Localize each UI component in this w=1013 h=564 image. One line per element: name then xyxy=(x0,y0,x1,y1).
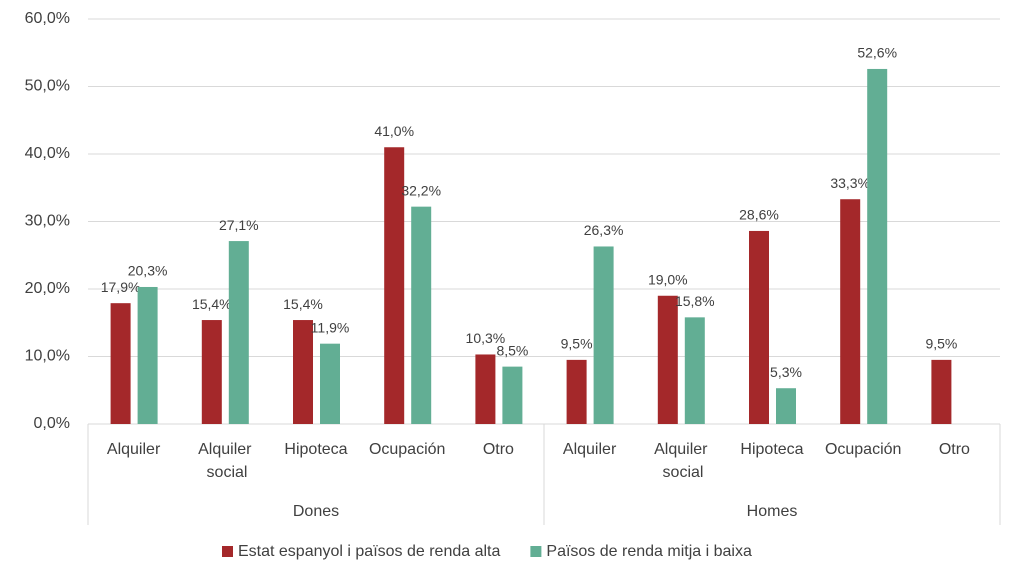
value-label: 8,5% xyxy=(496,342,528,358)
bar xyxy=(749,230,769,424)
bar xyxy=(502,366,523,424)
x-tick-label: Ocupación xyxy=(825,441,902,458)
legend-swatch xyxy=(530,546,542,557)
value-label: 9,5% xyxy=(925,336,957,352)
x-tick-label: Hipoteca xyxy=(740,441,803,458)
bar xyxy=(293,320,313,424)
x-tick-label: Alquiler social xyxy=(654,441,708,481)
x-tick-label: Otro xyxy=(939,441,970,458)
value-label: 11,9% xyxy=(311,319,350,335)
bar xyxy=(840,199,861,424)
bar xyxy=(384,147,405,424)
value-label: 27,1% xyxy=(219,217,259,233)
x-tick-label: Alquiler xyxy=(563,441,617,458)
bar xyxy=(593,246,614,424)
bar xyxy=(137,286,158,424)
x-tick-label: Otro xyxy=(483,441,514,458)
bar xyxy=(228,241,249,424)
value-label: 52,6% xyxy=(857,45,897,61)
y-tick-label: 10,0% xyxy=(25,348,70,365)
legend-label: Estat espanyol i països de renda alta xyxy=(238,543,500,560)
value-label: 19,0% xyxy=(648,271,688,287)
bar xyxy=(201,320,222,424)
bar xyxy=(776,388,796,424)
value-label: 15,4% xyxy=(283,296,323,312)
y-tick-label: 40,0% xyxy=(25,145,70,162)
y-tick-label: 50,0% xyxy=(25,78,70,95)
group-label: Dones xyxy=(293,503,339,520)
bar xyxy=(475,354,496,424)
value-label: 17,9% xyxy=(101,279,141,295)
group-label: Homes xyxy=(747,503,798,520)
bar xyxy=(320,343,340,424)
bar xyxy=(110,303,131,424)
value-label: 15,4% xyxy=(192,296,232,312)
x-tick-label: Ocupación xyxy=(369,441,446,458)
value-label: 33,3% xyxy=(830,175,870,191)
x-tick-label: Alquiler xyxy=(107,441,161,458)
bar xyxy=(411,206,432,424)
bar xyxy=(566,359,587,424)
value-label: 10,3% xyxy=(466,330,506,346)
value-label: 26,3% xyxy=(584,222,624,238)
value-label: 9,5% xyxy=(561,336,593,352)
y-tick-label: 0,0% xyxy=(34,415,70,432)
value-label: 5,3% xyxy=(770,364,802,380)
x-tick-label: Hipoteca xyxy=(284,441,347,458)
bar xyxy=(931,359,952,424)
value-label: 20,3% xyxy=(128,263,168,279)
legend-swatch xyxy=(222,546,233,557)
x-tick-label: Alquiler social xyxy=(198,441,252,481)
value-label: 15,8% xyxy=(675,293,715,309)
value-label: 41,0% xyxy=(374,123,414,139)
bar xyxy=(867,68,888,424)
value-label: 28,6% xyxy=(739,207,779,223)
bar xyxy=(657,295,678,424)
y-tick-label: 30,0% xyxy=(25,213,70,230)
bar xyxy=(684,317,705,424)
y-tick-label: 20,0% xyxy=(25,280,70,297)
y-tick-label: 60,0% xyxy=(25,10,70,27)
value-label: 32,2% xyxy=(401,182,441,198)
legend-label: Països de renda mitja i baixa xyxy=(546,543,752,560)
